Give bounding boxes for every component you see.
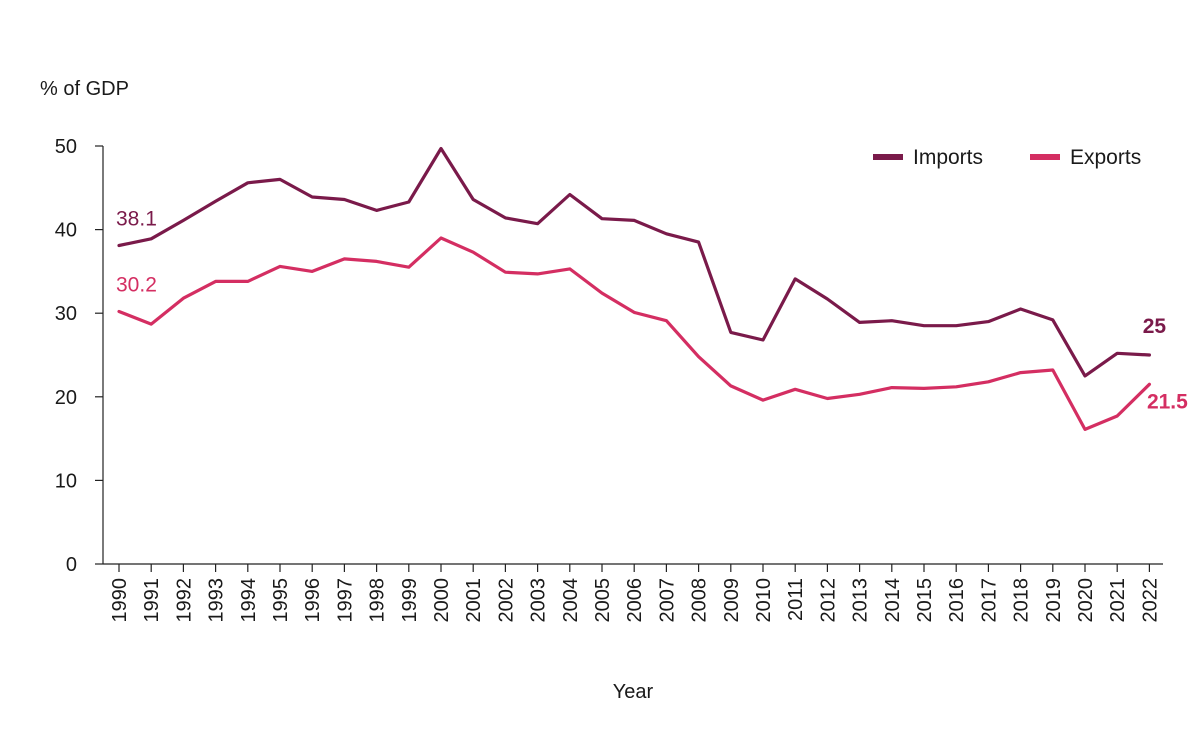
- x-tick-label: 2004: [560, 578, 582, 623]
- x-tick-label: 2005: [592, 578, 614, 623]
- x-tick-label: 2010: [753, 578, 775, 623]
- start-label-exports: 30.2: [116, 274, 157, 297]
- y-tick-label: 10: [55, 470, 77, 492]
- y-tick-label: 20: [55, 387, 77, 409]
- y-tick-label: 30: [55, 303, 77, 325]
- series-line-imports: [117, 146, 1152, 378]
- x-tick-label: 2019: [1043, 578, 1065, 623]
- end-label-exports: 21.5: [1147, 390, 1188, 413]
- x-tick-label: 1997: [334, 578, 356, 623]
- y-axis-label: % of GDP: [40, 78, 129, 100]
- x-tick-label: 2013: [850, 578, 872, 623]
- x-tick-label: 1999: [399, 578, 421, 623]
- x-tick-label: 2009: [721, 578, 743, 623]
- x-ticks: 1990 1991 1992 1993 1994 1995 1996 1997 1998 1999…: [109, 564, 1161, 623]
- x-tick-label: 2001: [463, 578, 485, 623]
- end-label-imports: 25: [1143, 315, 1167, 338]
- legend-label-imports: Imports: [913, 146, 983, 169]
- legend-label-exports: Exports: [1070, 146, 1141, 169]
- x-tick-label: 2020: [1075, 578, 1097, 623]
- x-tick-label: 2008: [689, 578, 711, 623]
- start-label-imports: 38.1: [116, 207, 157, 230]
- y-tick-label: 50: [55, 136, 77, 158]
- x-tick-label: 2002: [495, 578, 517, 623]
- x-tick-label: 2018: [1011, 578, 1033, 623]
- x-tick-label: 2012: [817, 578, 839, 623]
- x-tick-label: 2014: [882, 578, 904, 623]
- x-tick-label: 1998: [367, 578, 389, 623]
- x-tick-label: 1990: [109, 578, 131, 623]
- x-tick-label: 2021: [1107, 578, 1129, 623]
- x-tick-label: 2003: [528, 578, 550, 623]
- x-tick-label: 2011: [785, 578, 807, 621]
- x-tick-label: 2016: [946, 578, 968, 623]
- x-tick-label: 2022: [1139, 578, 1161, 623]
- x-tick-label: 2000: [431, 578, 453, 623]
- x-tick-label: 1995: [270, 578, 292, 623]
- x-tick-label: 2007: [656, 578, 678, 623]
- x-tick-label: 1993: [206, 578, 228, 623]
- x-tick-label: 1994: [238, 578, 260, 623]
- y-ticks: 0 10 20 30 40 50: [55, 136, 103, 576]
- x-tick-label: 1991: [141, 578, 163, 623]
- series-lines: [117, 146, 1152, 431]
- y-tick-label: 40: [55, 220, 77, 242]
- y-tick-label: 0: [66, 554, 77, 576]
- annotations: 38.1 30.2 25 21.5: [116, 207, 1188, 413]
- series-line-exports: [117, 236, 1152, 431]
- x-axis-label: Year: [613, 681, 654, 703]
- x-tick-label: 1996: [302, 578, 324, 623]
- x-tick-label: 2015: [914, 578, 936, 623]
- axes: [102, 146, 1163, 565]
- x-tick-label: 1992: [173, 578, 195, 623]
- x-tick-label: 2017: [978, 578, 1000, 623]
- x-tick-label: 2006: [624, 578, 646, 623]
- legend: Imports Exports: [873, 146, 1141, 169]
